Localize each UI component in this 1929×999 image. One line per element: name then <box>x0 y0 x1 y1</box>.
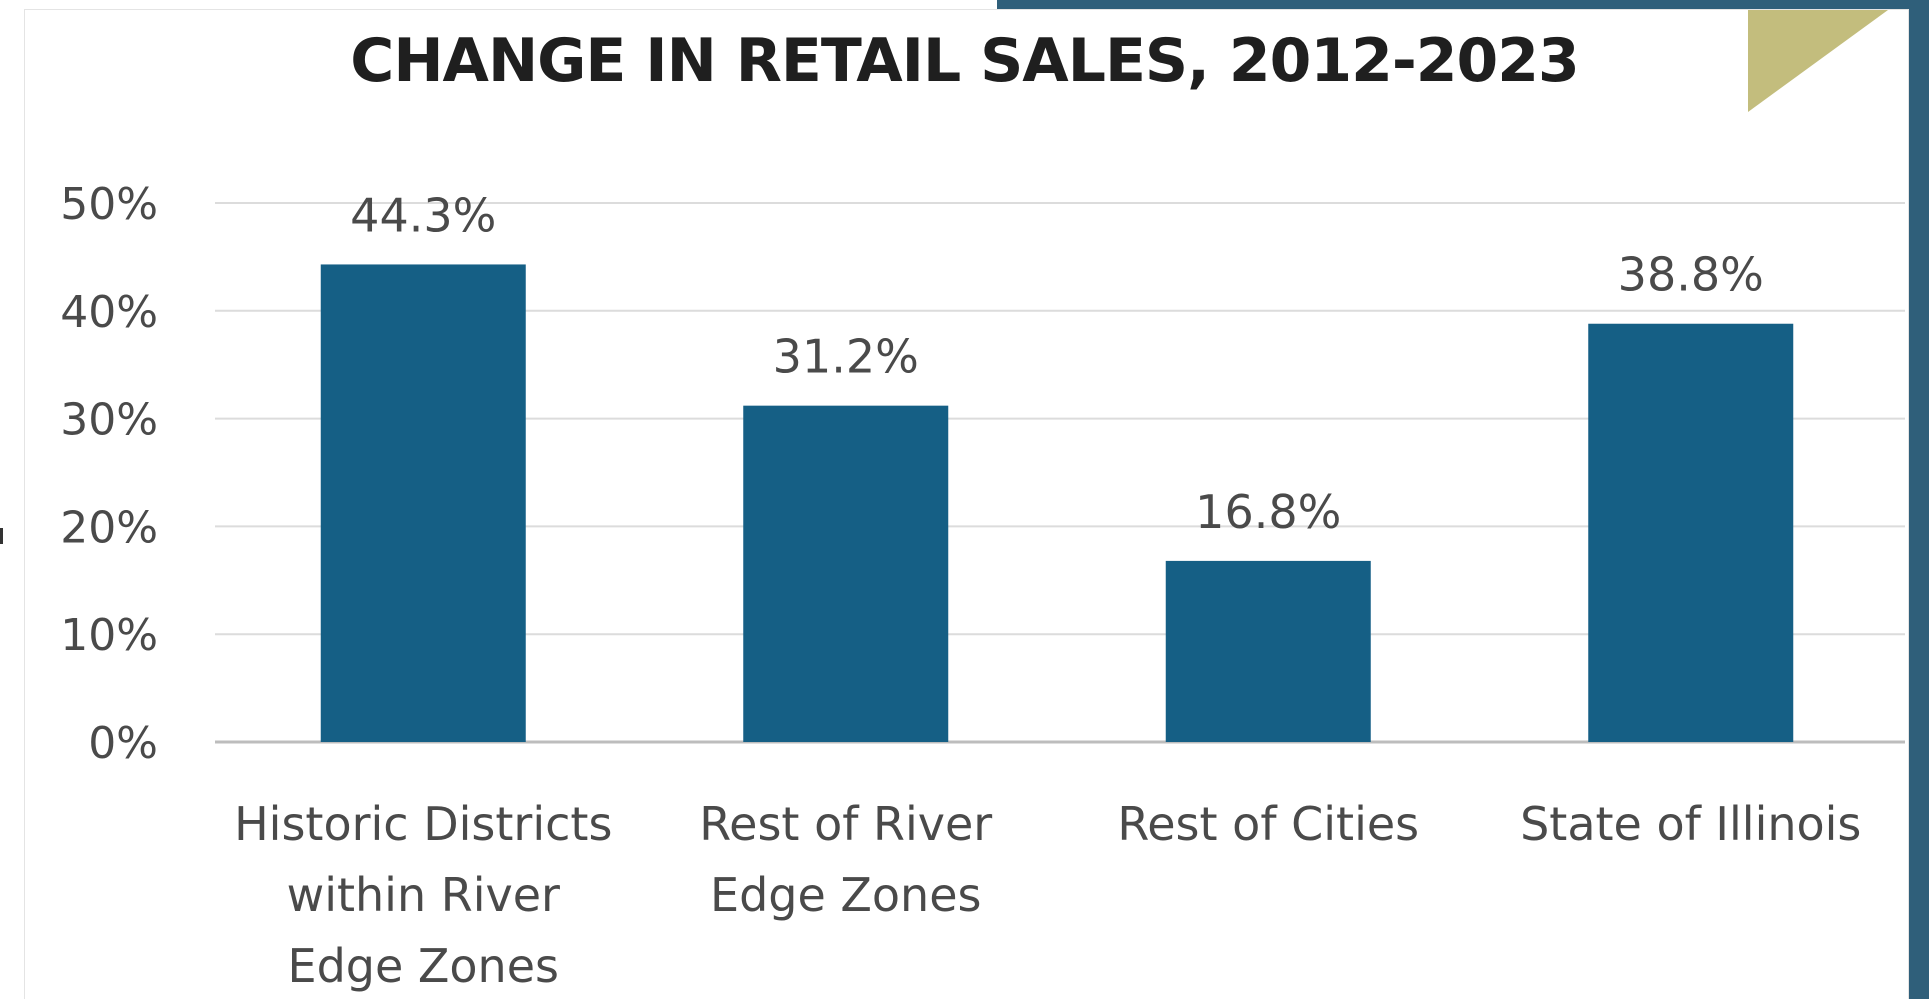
bar <box>1588 323 1794 742</box>
category-label: Rest of Cities <box>1117 797 1419 851</box>
y-tick-label: 50% <box>60 179 158 230</box>
bar <box>320 264 526 742</box>
bar <box>743 405 949 742</box>
data-label: 44.3% <box>350 188 496 242</box>
category-label: Edge Zones <box>288 939 559 993</box>
data-label: 31.2% <box>773 330 919 384</box>
data-label: 16.8% <box>1195 485 1341 539</box>
y-tick-label: 20% <box>60 502 158 553</box>
category-label: Historic Districts <box>234 797 612 851</box>
category-label: within River <box>287 868 560 922</box>
right-decorative-band <box>1908 0 1929 999</box>
category-label: State of Illinois <box>1520 797 1861 851</box>
chart-title: CHANGE IN RETAIL SALES, 2012-2023 <box>350 26 1579 96</box>
corner-triangle-decoration <box>1748 10 1888 112</box>
y-tick-label: 30% <box>60 395 158 446</box>
left-edge-mark <box>0 528 3 544</box>
top-decorative-band <box>997 0 1929 10</box>
y-tick-label: 10% <box>60 610 158 661</box>
data-label: 38.8% <box>1618 248 1764 302</box>
category-label: Rest of River <box>699 797 992 851</box>
y-tick-label: 0% <box>88 718 158 769</box>
bar <box>1165 560 1371 742</box>
category-label: Edge Zones <box>710 868 981 922</box>
y-tick-label: 40% <box>60 287 158 338</box>
